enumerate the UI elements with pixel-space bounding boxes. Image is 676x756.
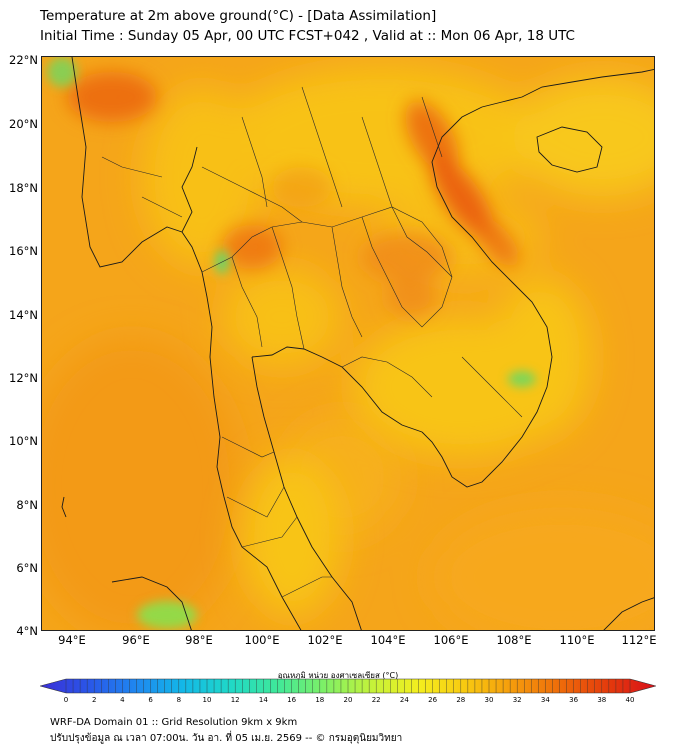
- x-label-108e: 108°E: [496, 633, 532, 647]
- y-label-6n: 6°N: [16, 561, 38, 575]
- temperature-map: [41, 56, 655, 631]
- hot-patches: [67, 72, 520, 317]
- colorbar-tick-label: 10: [202, 696, 212, 704]
- footer-line-1: WRF-DA Domain 01 :: Grid Resolution 9km …: [50, 717, 298, 728]
- x-label-104e: 104°E: [370, 633, 406, 647]
- colorbar: [40, 678, 656, 694]
- x-label-112e: 112°E: [621, 633, 657, 647]
- colorbar-tick-label: 14: [258, 696, 268, 704]
- title-line-2: Initial Time : Sunday 05 Apr, 00 UTC FCS…: [40, 28, 575, 44]
- colorbar-tick-label: 34: [540, 696, 550, 704]
- temperature-field-svg: [42, 57, 654, 630]
- footer-line-2: ปรับปรุงข้อมูล ณ เวลา 07:00น. วัน อา. ที…: [50, 733, 403, 744]
- colorbar-tick-label: 32: [512, 696, 522, 704]
- land-yellow-areas: [142, 67, 654, 617]
- x-label-110e: 110°E: [559, 633, 595, 647]
- colorbar-tick-label: 16: [287, 696, 297, 704]
- y-label-8n: 8°N: [16, 498, 38, 512]
- x-label-106e: 106°E: [433, 633, 469, 647]
- y-label-12n: 12°N: [9, 371, 38, 385]
- x-label-98e: 98°E: [185, 633, 213, 647]
- colorbar-tick-label: 18: [315, 696, 325, 704]
- colorbar-tick-label: 2: [91, 696, 97, 704]
- colorbar-tick-label: 24: [399, 696, 409, 704]
- colorbar-title: อุณหภูมิ หน่วย องศาเซลเซียส (°C): [277, 671, 399, 680]
- colorbar-tick-label: 0: [63, 696, 69, 704]
- y-label-20n: 20°N: [9, 117, 38, 131]
- y-label-18n: 18°N: [9, 181, 38, 195]
- x-label-94e: 94°E: [58, 633, 86, 647]
- colorbar-tick-label: 6: [148, 696, 153, 704]
- colorbar-tick-label: 28: [456, 696, 466, 704]
- colorbar-tick-label: 26: [428, 696, 438, 704]
- colorbar-tick-label: 22: [371, 696, 381, 704]
- y-label-4n: 4°N: [16, 624, 38, 638]
- y-label-22n: 22°N: [9, 53, 38, 67]
- colorbar-tick-label: 36: [569, 696, 579, 704]
- province-borders: [101, 86, 523, 598]
- y-label-10n: 10°N: [9, 434, 38, 448]
- map-title: Temperature at 2m above ground(°C) - [Da…: [40, 6, 575, 46]
- colorbar-tick-label: 40: [625, 696, 635, 704]
- colorbar-tick-label: 30: [484, 696, 494, 704]
- colorbar-tick-label: 38: [597, 696, 607, 704]
- colorbar-tick-label: 20: [343, 696, 353, 704]
- y-label-16n: 16°N: [9, 244, 38, 258]
- x-label-102e: 102°E: [307, 633, 343, 647]
- y-label-14n: 14°N: [9, 308, 38, 322]
- colorbar-tick-label: 12: [230, 696, 240, 704]
- cool-patches: [47, 57, 536, 629]
- colorbar-tick-label: 4: [120, 696, 125, 704]
- x-label-96e: 96°E: [122, 633, 150, 647]
- colorbar-tick-label: 8: [176, 696, 182, 704]
- title-line-1: Temperature at 2m above ground(°C) - [Da…: [40, 8, 437, 24]
- coastlines: [61, 57, 654, 630]
- x-label-100e: 100°E: [244, 633, 280, 647]
- warm-regions: [42, 337, 654, 630]
